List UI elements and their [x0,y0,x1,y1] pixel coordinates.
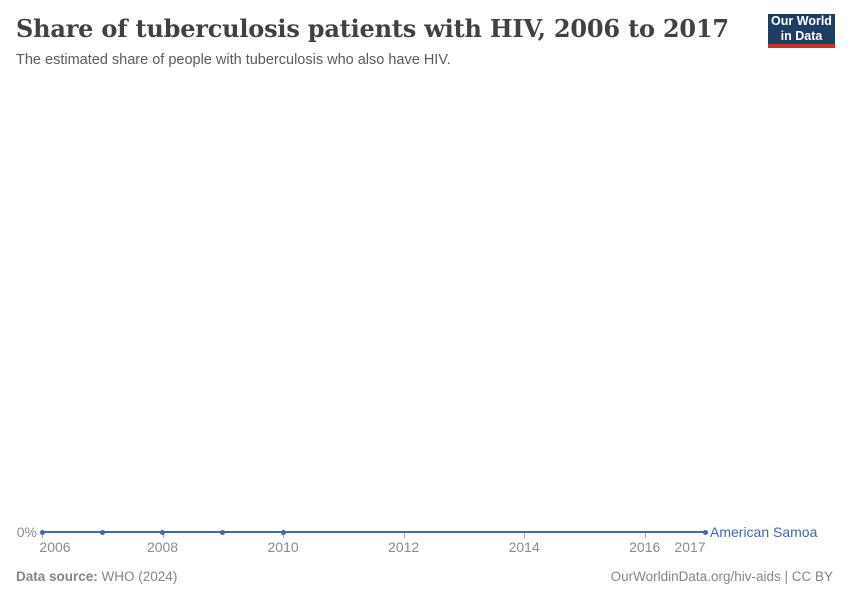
data-point[interactable] [220,529,226,535]
credit-link[interactable]: OurWorldinData.org/hiv-aids | CC BY [610,569,833,584]
data-point[interactable] [280,529,286,535]
x-tick-mark [644,533,646,538]
x-tick-label: 2016 [629,539,661,555]
x-tick-mark [283,533,285,538]
data-source-value: WHO (2024) [101,569,178,584]
x-tick-label: 2017 [674,539,706,555]
data-source-note: Data source: WHO (2024) [16,569,177,584]
page-title: Share of tuberculosis patients with HIV,… [16,14,729,43]
data-point[interactable] [160,529,166,535]
x-tick-mark [524,533,526,538]
x-tick-mark [403,533,405,538]
data-point[interactable] [39,529,45,535]
owid-logo-line2: in Data [780,29,823,43]
x-tick-label: 2010 [267,539,299,555]
x-tick-label: 2012 [388,539,420,555]
data-source-prefix: Data source: [16,569,98,584]
y-axis-zero-label: 0% [16,524,37,540]
x-tick-label: 2006 [39,539,71,555]
owid-logo[interactable]: Our World in Data [768,14,835,48]
owid-logo-line1: Our World [771,14,832,28]
series-label[interactable]: American Samoa [710,524,818,540]
x-tick-label: 2014 [508,539,540,555]
data-point[interactable] [99,529,105,535]
chart-subtitle: The estimated share of people with tuber… [16,52,451,68]
series-line [42,531,705,533]
x-tick-mark [162,533,164,538]
x-tick-label: 2008 [146,539,179,555]
x-tick-mark [42,533,43,538]
data-point[interactable] [702,529,708,535]
